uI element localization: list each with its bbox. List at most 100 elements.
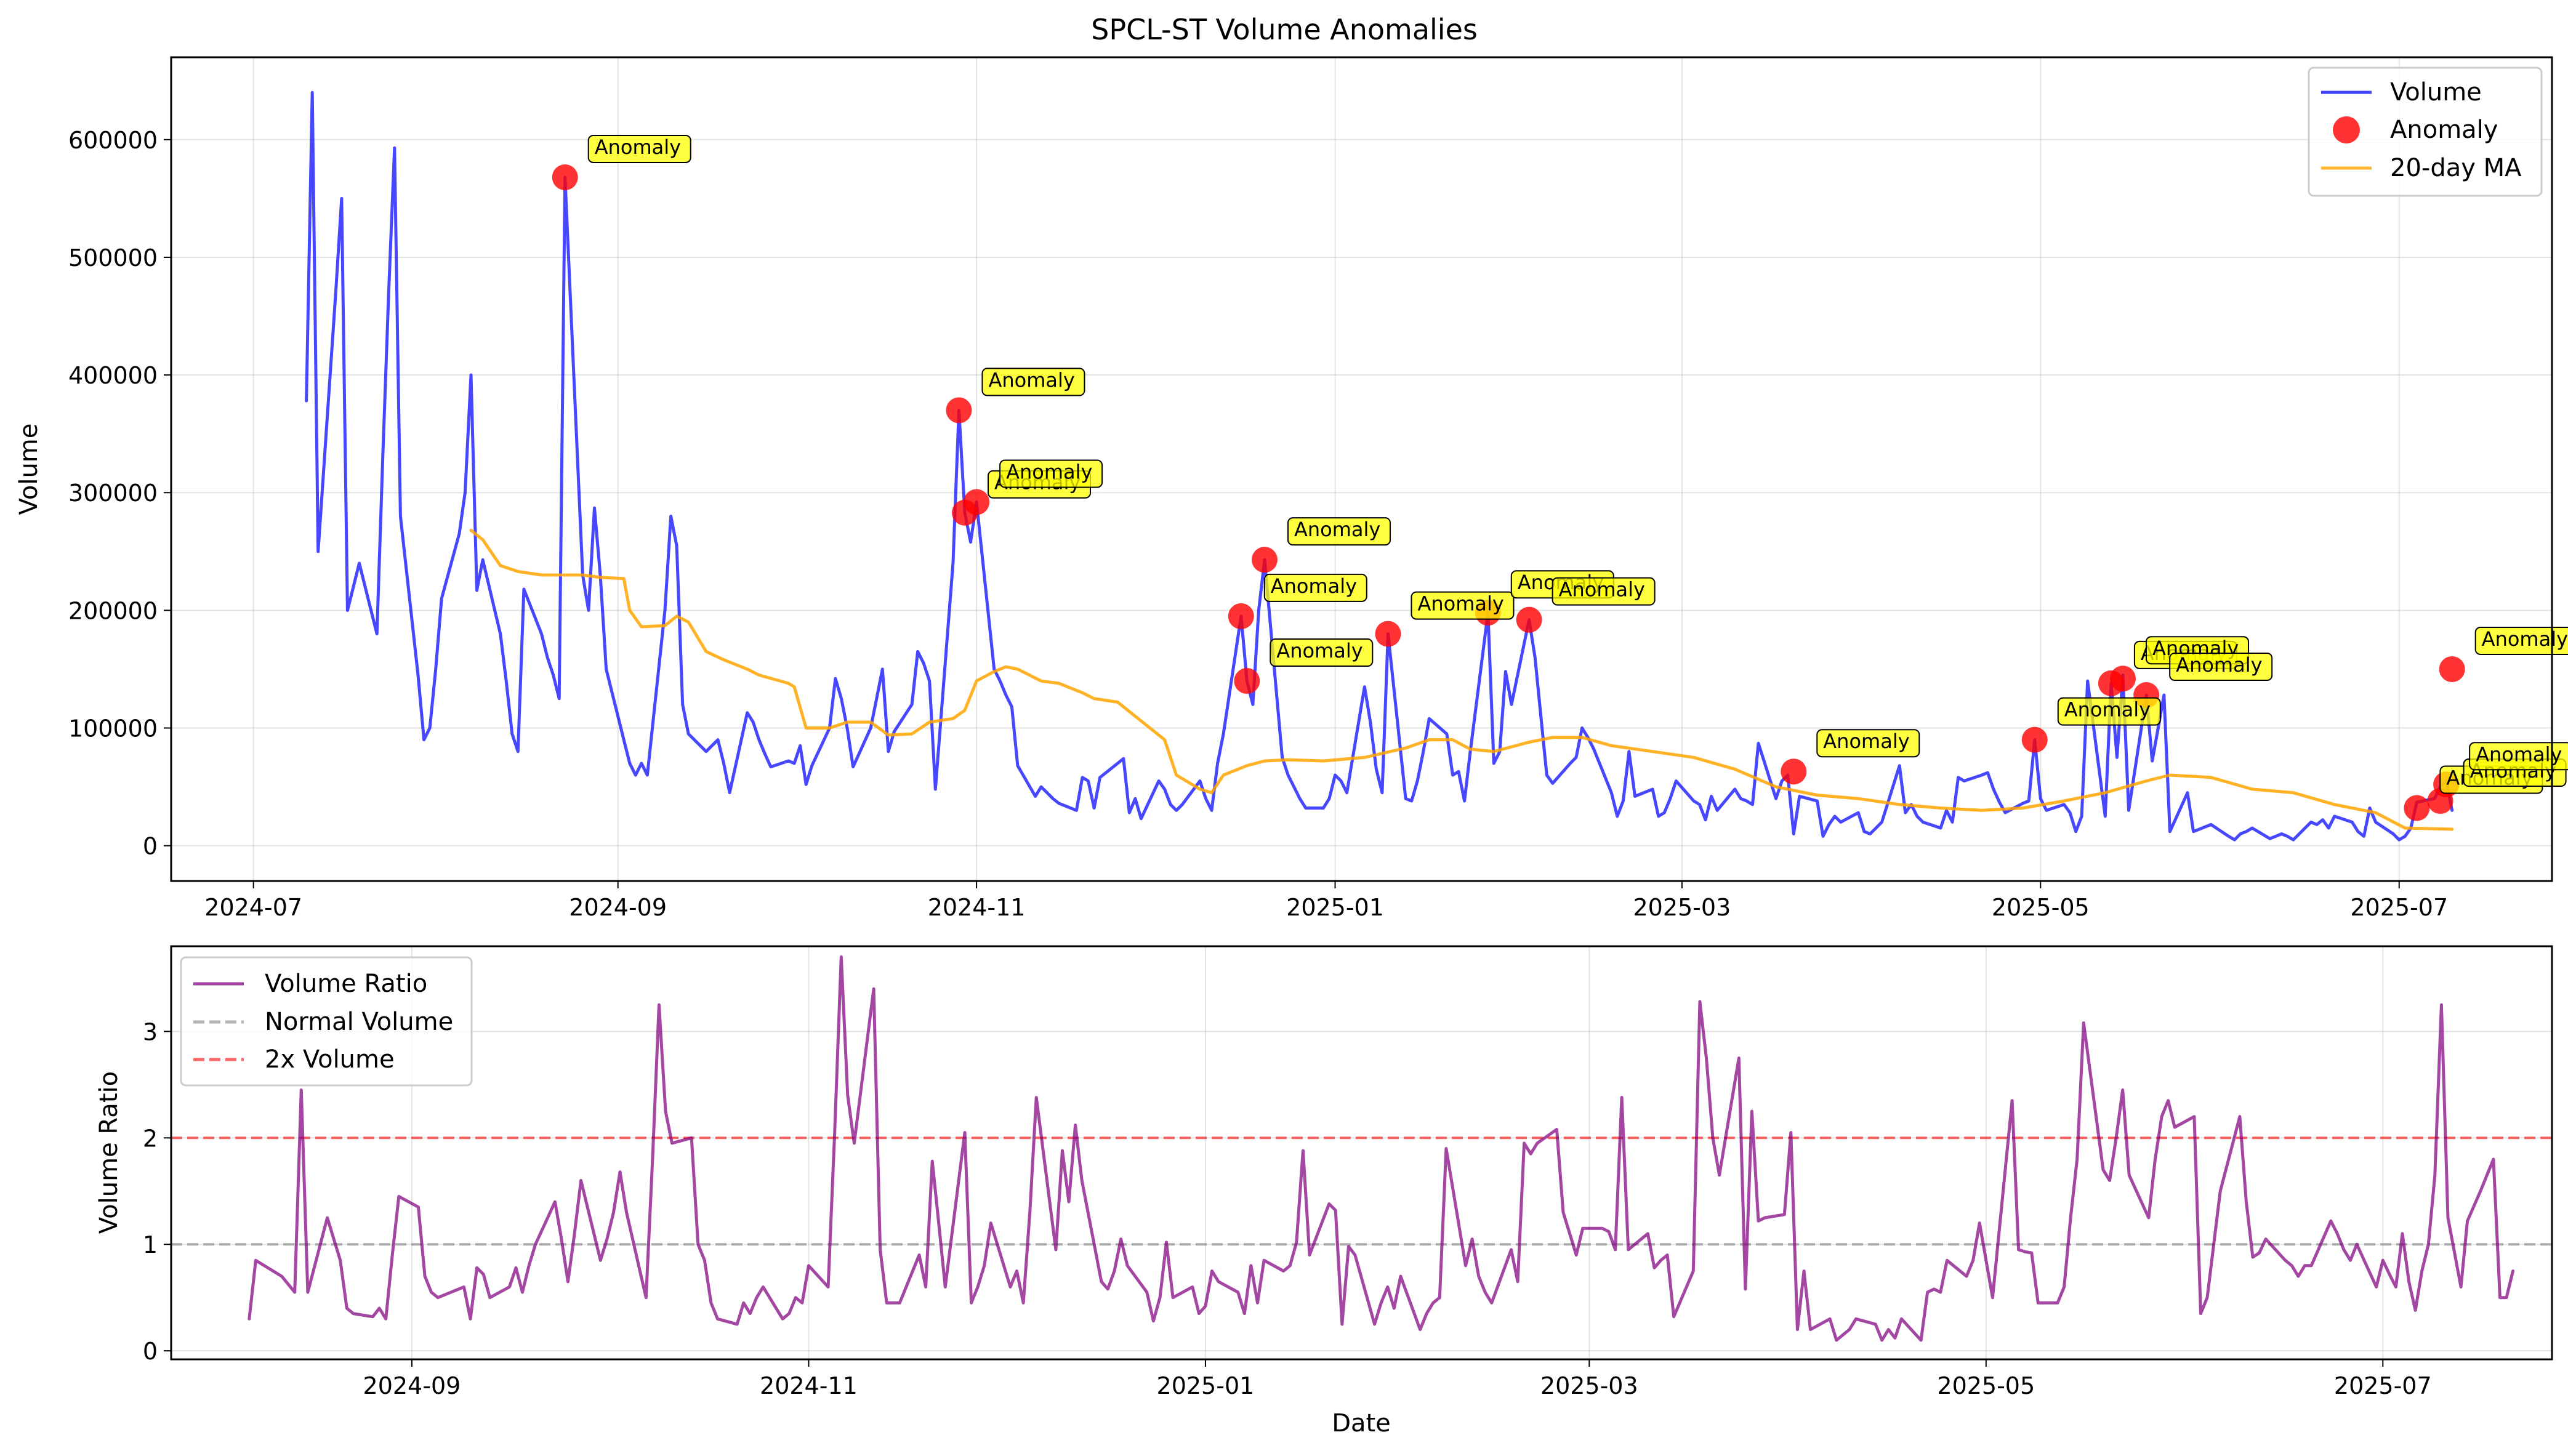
1-x-tick-label: 2024-11 (760, 1372, 858, 1399)
anomaly-marker (1375, 621, 1401, 647)
anomaly-marker (2404, 795, 2430, 821)
1-y-tick-label: 2 (143, 1125, 158, 1152)
volume-line (305, 90, 2454, 842)
anomaly-label-box (1287, 517, 1391, 546)
1-x-tick-label: 2025-07 (2334, 1372, 2432, 1399)
anomaly-label-box (2057, 697, 2161, 726)
anomaly-label-box (981, 368, 1085, 396)
anomaly-marker (2109, 666, 2136, 692)
anomaly-label: Anomaly (2476, 742, 2562, 766)
0-y-tick-label: 200000 (68, 597, 158, 624)
anomaly-label-box (1816, 729, 1920, 758)
ratio-y-axis-label: Volume Ratio (95, 1071, 123, 1234)
anomaly-label: Anomaly (2482, 627, 2568, 651)
anomaly-marker (1251, 547, 1278, 573)
anomaly-annotation: Anomaly (981, 368, 1085, 396)
0-x-tick-label: 2024-09 (569, 894, 667, 921)
anomaly-label: Anomaly (988, 368, 1074, 392)
1-x-tick-label: 2025-05 (1937, 1372, 2035, 1399)
ratio-ticks: 2024-09 2024-11 2025-01 2025-03 2025-05 2025-… (143, 1018, 2432, 1399)
volume-plot-frame (170, 56, 2553, 882)
anomaly-label-box (2169, 652, 2273, 681)
0-y-tick-label: 500000 (68, 244, 158, 271)
1-x-tick-label: 2024-09 (363, 1372, 461, 1399)
chart-title: SPCL-ST Volume Anomalies (1091, 13, 1478, 46)
anomaly-label-box (2474, 626, 2568, 655)
anomaly-marker (1781, 758, 1807, 785)
anomaly-marker (946, 397, 972, 424)
anomaly-marker (1234, 668, 1260, 694)
anomaly-annotation: Anomaly (1287, 517, 1391, 546)
anomaly-annotation: Anomaly (2169, 652, 2273, 681)
1-y-tick-label: 1 (143, 1231, 158, 1258)
anomaly-marker (1516, 606, 1542, 633)
anomaly-label: Anomaly (1276, 639, 1362, 662)
volume-grid (171, 57, 2552, 881)
anomaly-annotation: Anomaly (2474, 626, 2568, 655)
anomaly-marker (2439, 656, 2465, 682)
legend-ratio-label: Volume Ratio (265, 970, 427, 998)
0-y-tick-label: 100000 (68, 715, 158, 742)
volume-legend-box (2308, 66, 2543, 197)
0-y-tick-label: 0 (143, 833, 158, 860)
anomaly-marker (1228, 603, 1254, 629)
anomaly-label-box (1263, 573, 1367, 602)
anomaly-annotation: Anomaly (1816, 729, 1920, 758)
anomaly-label: Anomaly (1294, 518, 1380, 541)
ma-line (469, 528, 2454, 831)
anomaly-marker (552, 164, 578, 190)
0-x-tick-label: 2025-07 (2350, 894, 2448, 921)
anomaly-label-box (587, 134, 691, 163)
0-y-tick-label: 300000 (68, 480, 158, 507)
ratio-x-axis-label: Date (1332, 1409, 1391, 1438)
0-y-tick-label: 400000 (68, 362, 158, 389)
0-x-tick-label: 2025-03 (1633, 894, 1731, 921)
anomaly-label: Anomaly (1823, 730, 1909, 753)
0-x-tick-label: 2025-05 (1992, 894, 2090, 921)
ratio-plot-frame (170, 945, 2553, 1361)
anomaly-label-box (1270, 638, 1374, 667)
legend-anomaly-label: Anomaly (2390, 116, 2498, 144)
1-y-tick-label: 0 (143, 1338, 158, 1365)
ratio-legend-box (180, 956, 473, 1087)
anomaly-label: Anomaly (1006, 461, 1092, 484)
anomaly-label-box (2469, 742, 2568, 771)
legend-normal-label: Normal Volume (265, 1008, 453, 1036)
anomaly-label-box (1552, 577, 1656, 606)
0-x-tick-label: 2025-01 (1286, 894, 1384, 921)
anomaly-annotation: Anomaly (1270, 638, 1374, 667)
ratio-chart: 2024-09 2024-11 2025-01 2025-03 2025-05 2025-… (95, 945, 2553, 1438)
volume-legend: Volume Anomaly 20-day MA (2308, 66, 2543, 197)
anomaly-label: Anomaly (1559, 578, 1645, 601)
anomaly-label: Anomaly (1271, 574, 1357, 598)
anomaly-annotation: Anomaly (1552, 577, 1656, 606)
legend-volume-label: Volume (2390, 78, 2482, 107)
anomaly-marker (2021, 726, 2048, 753)
anomaly-marker (964, 489, 990, 515)
anomaly-annotation: Anomaly (1411, 591, 1515, 620)
1-y-tick-label: 3 (143, 1018, 158, 1045)
0-x-tick-label: 2024-07 (204, 894, 302, 921)
anomaly-annotation: Anomaly (587, 134, 691, 163)
anomaly-annotation: Anomaly (2057, 697, 2161, 726)
anomaly-annotation: Anomaly (999, 459, 1103, 488)
anomaly-annotation: Anomaly (1263, 573, 1367, 602)
0-x-tick-label: 2024-11 (928, 894, 1026, 921)
legend-anomaly-swatch (2333, 116, 2360, 143)
anomaly-label: Anomaly (1417, 592, 1503, 616)
ratio-legend: Volume Ratio Normal Volume 2x Volume (180, 956, 473, 1087)
legend-double-label: 2x Volume (265, 1045, 395, 1074)
anomaly-label-box (1411, 591, 1515, 620)
ratio-plot-area (171, 955, 2552, 1342)
1-x-tick-label: 2025-03 (1540, 1372, 1638, 1399)
anomaly-label: Anomaly (2064, 698, 2151, 722)
volume-y-axis-label: Volume (15, 424, 43, 515)
anomaly-label-box (999, 459, 1103, 488)
anomaly-label: Anomaly (2176, 653, 2262, 677)
anomaly-annotation: Anomaly (2469, 742, 2568, 771)
0-y-tick-label: 600000 (68, 127, 158, 154)
1-x-tick-label: 2025-01 (1157, 1372, 1255, 1399)
legend-ma-label: 20-day MA (2390, 154, 2522, 182)
volume-chart: SPCL-ST Volume Anomalies Anomaly Anomaly A… (15, 13, 2568, 921)
